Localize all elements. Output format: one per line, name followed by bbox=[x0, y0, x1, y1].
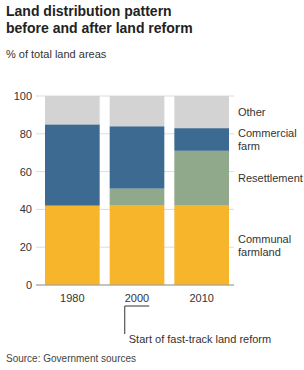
bar-segment bbox=[174, 151, 229, 206]
x-tick-label: 2010 bbox=[189, 292, 213, 304]
bars bbox=[45, 96, 229, 285]
title: Land distribution patternbefore and afte… bbox=[6, 3, 193, 36]
legend-label-line: Commercial bbox=[238, 127, 297, 139]
x-tick-label: 2000 bbox=[125, 292, 149, 304]
legend-label: Commercialfarm bbox=[238, 127, 297, 152]
bar-segment bbox=[110, 126, 165, 188]
legend-label-line: Resettlement bbox=[238, 172, 303, 184]
y-tick-label: 100 bbox=[14, 90, 32, 102]
bar-segment bbox=[45, 206, 100, 285]
title-line: before and after land reform bbox=[6, 20, 193, 36]
title-line: Land distribution pattern bbox=[6, 3, 172, 19]
y-tick-label: 40 bbox=[20, 203, 32, 215]
bar-segment bbox=[174, 206, 229, 285]
y-tick-label: 60 bbox=[20, 166, 32, 178]
y-tick-label: 80 bbox=[20, 128, 32, 140]
bar-segment bbox=[174, 96, 229, 128]
grid-line bbox=[36, 285, 234, 286]
bar-segment bbox=[45, 96, 100, 124]
bar-segment bbox=[174, 128, 229, 151]
y-label: % of total land areas bbox=[6, 48, 107, 60]
x-tick-label: 1980 bbox=[60, 292, 84, 304]
annotation: Start of fast-track land reform bbox=[129, 333, 271, 345]
bar-segment bbox=[110, 96, 165, 126]
legend-label-line: Communal bbox=[238, 233, 291, 245]
bar-segment bbox=[110, 206, 165, 285]
chart: Land distribution patternbefore and afte… bbox=[0, 0, 304, 370]
legend-label-line: Other bbox=[238, 106, 266, 118]
legend-label: Resettlement bbox=[238, 172, 303, 184]
legend-label-line: farmland bbox=[238, 246, 281, 258]
annotation-underline bbox=[125, 306, 149, 307]
bar-segment bbox=[110, 189, 165, 206]
y-tick-label: 20 bbox=[20, 241, 32, 253]
grid bbox=[36, 96, 234, 285]
y-tick-label: 0 bbox=[26, 279, 32, 291]
source: Source: Government sources bbox=[6, 353, 136, 364]
legend-label: Communalfarmland bbox=[238, 233, 291, 258]
legend-label: Other bbox=[238, 106, 266, 118]
x-axis bbox=[36, 285, 234, 286]
legend-label-line: farm bbox=[238, 140, 260, 152]
annotation-leader bbox=[124, 306, 125, 334]
bar-segment bbox=[45, 124, 100, 205]
